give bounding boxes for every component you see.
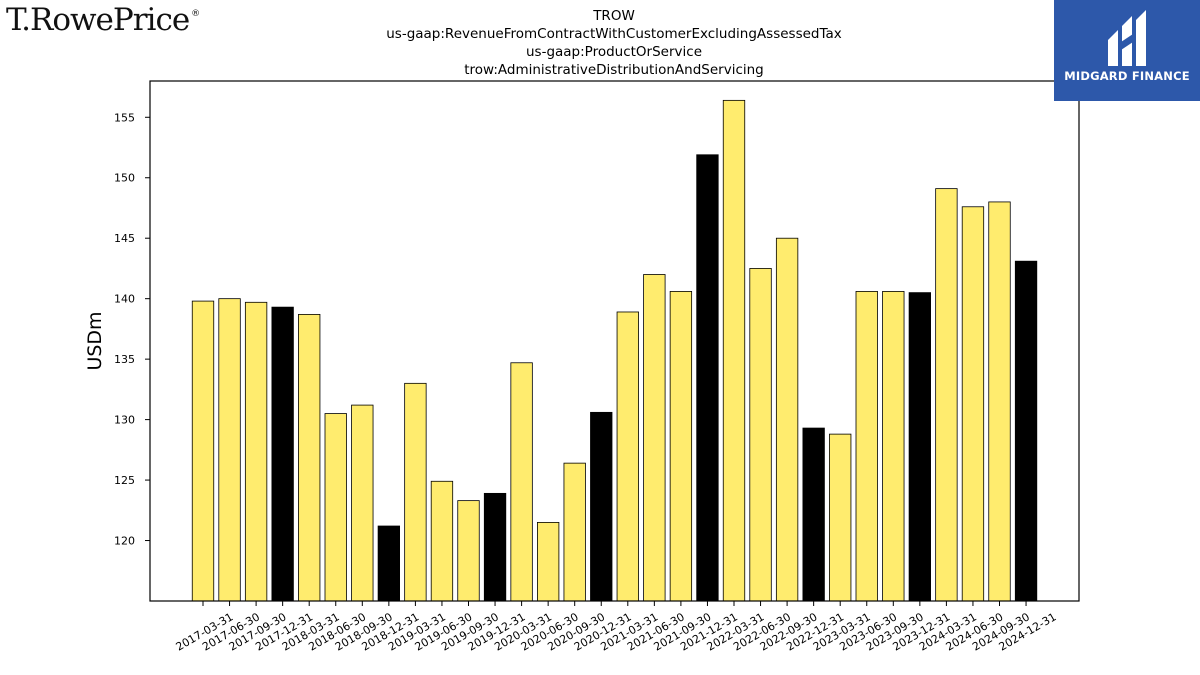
bar-2018-09-30 (351, 404, 374, 602)
bar-2017-03-31 (191, 300, 215, 602)
bar-2021-06-30 (643, 274, 666, 602)
bar-2020-06-30 (537, 522, 560, 602)
bar-2023-12-31 (908, 292, 931, 602)
bar-2019-09-30 (457, 500, 480, 602)
bar-2024-03-31 (935, 188, 958, 602)
y-tick-label: 130 (114, 414, 135, 427)
bar-2019-12-31 (483, 492, 507, 602)
bar-2017-12-31 (271, 306, 294, 602)
y-tick-label: 155 (114, 111, 135, 124)
bar-2021-12-31 (696, 154, 719, 602)
title-line-member: trow:AdministrativeDistributionAndServic… (464, 62, 764, 78)
bar-2021-03-31 (616, 311, 639, 602)
registered-mark: ® (191, 9, 201, 19)
bar-2017-06-30 (218, 298, 241, 602)
title-line-axis: us-gaap:ProductOrService (525, 44, 703, 60)
bar-2022-12-31 (802, 427, 825, 602)
bar-2023-03-31 (829, 433, 852, 602)
bar-2020-09-30 (563, 462, 586, 602)
y-tick-label: 140 (114, 293, 135, 306)
trowe-price-logo: T.RowePrice ® (6, 2, 200, 38)
logo-wordmark: T.RowePrice (6, 2, 190, 38)
y-tick-label: 125 (114, 474, 135, 487)
bars-layer (191, 99, 1038, 602)
bar-2018-06-30 (324, 413, 347, 602)
bar-2024-09-30 (988, 201, 1011, 602)
x-axis: 2017-03-312017-06-302017-09-302017-12-31… (174, 601, 1059, 654)
bar-2023-09-30 (882, 291, 905, 602)
bar-2018-03-31 (298, 313, 321, 602)
y-tick-label: 150 (114, 172, 135, 185)
bar-2019-06-30 (430, 480, 454, 602)
midgard-finance-watermark: MIDGARD FINANCE (1054, 0, 1200, 101)
bar-2022-03-31 (722, 99, 746, 602)
title-line-concept: us-gaap:RevenueFromContractWithCustomerE… (386, 26, 842, 42)
y-tick-label: 120 (114, 535, 135, 548)
midgard-caption: MIDGARD FINANCE (1064, 69, 1190, 83)
bar-2023-06-30 (855, 291, 878, 602)
y-axis: 120 125 130 135 140 145 150 155 (114, 111, 150, 548)
y-tick-label: 145 (114, 232, 135, 245)
y-axis-label: USDm (84, 311, 106, 370)
title-line-ticker: TROW (593, 8, 635, 24)
bar-2017-09-30 (244, 301, 268, 602)
chart-title: TROW us-gaap:RevenueFromContractWithCust… (300, 7, 928, 79)
plot-frame (149, 80, 1080, 602)
bar-2019-03-31 (404, 382, 427, 602)
bar-2022-09-30 (775, 237, 799, 602)
bar-2020-12-31 (590, 411, 613, 602)
bar-2024-12-31 (1014, 260, 1038, 602)
bar-2020-03-31 (510, 362, 533, 602)
y-tick-label: 135 (114, 353, 135, 366)
midgard-m-icon (1108, 10, 1146, 66)
bar-2021-09-30 (669, 291, 693, 602)
bar-2018-12-31 (377, 525, 401, 602)
bar-2022-06-30 (749, 268, 772, 602)
bar-2024-06-30 (961, 206, 985, 602)
